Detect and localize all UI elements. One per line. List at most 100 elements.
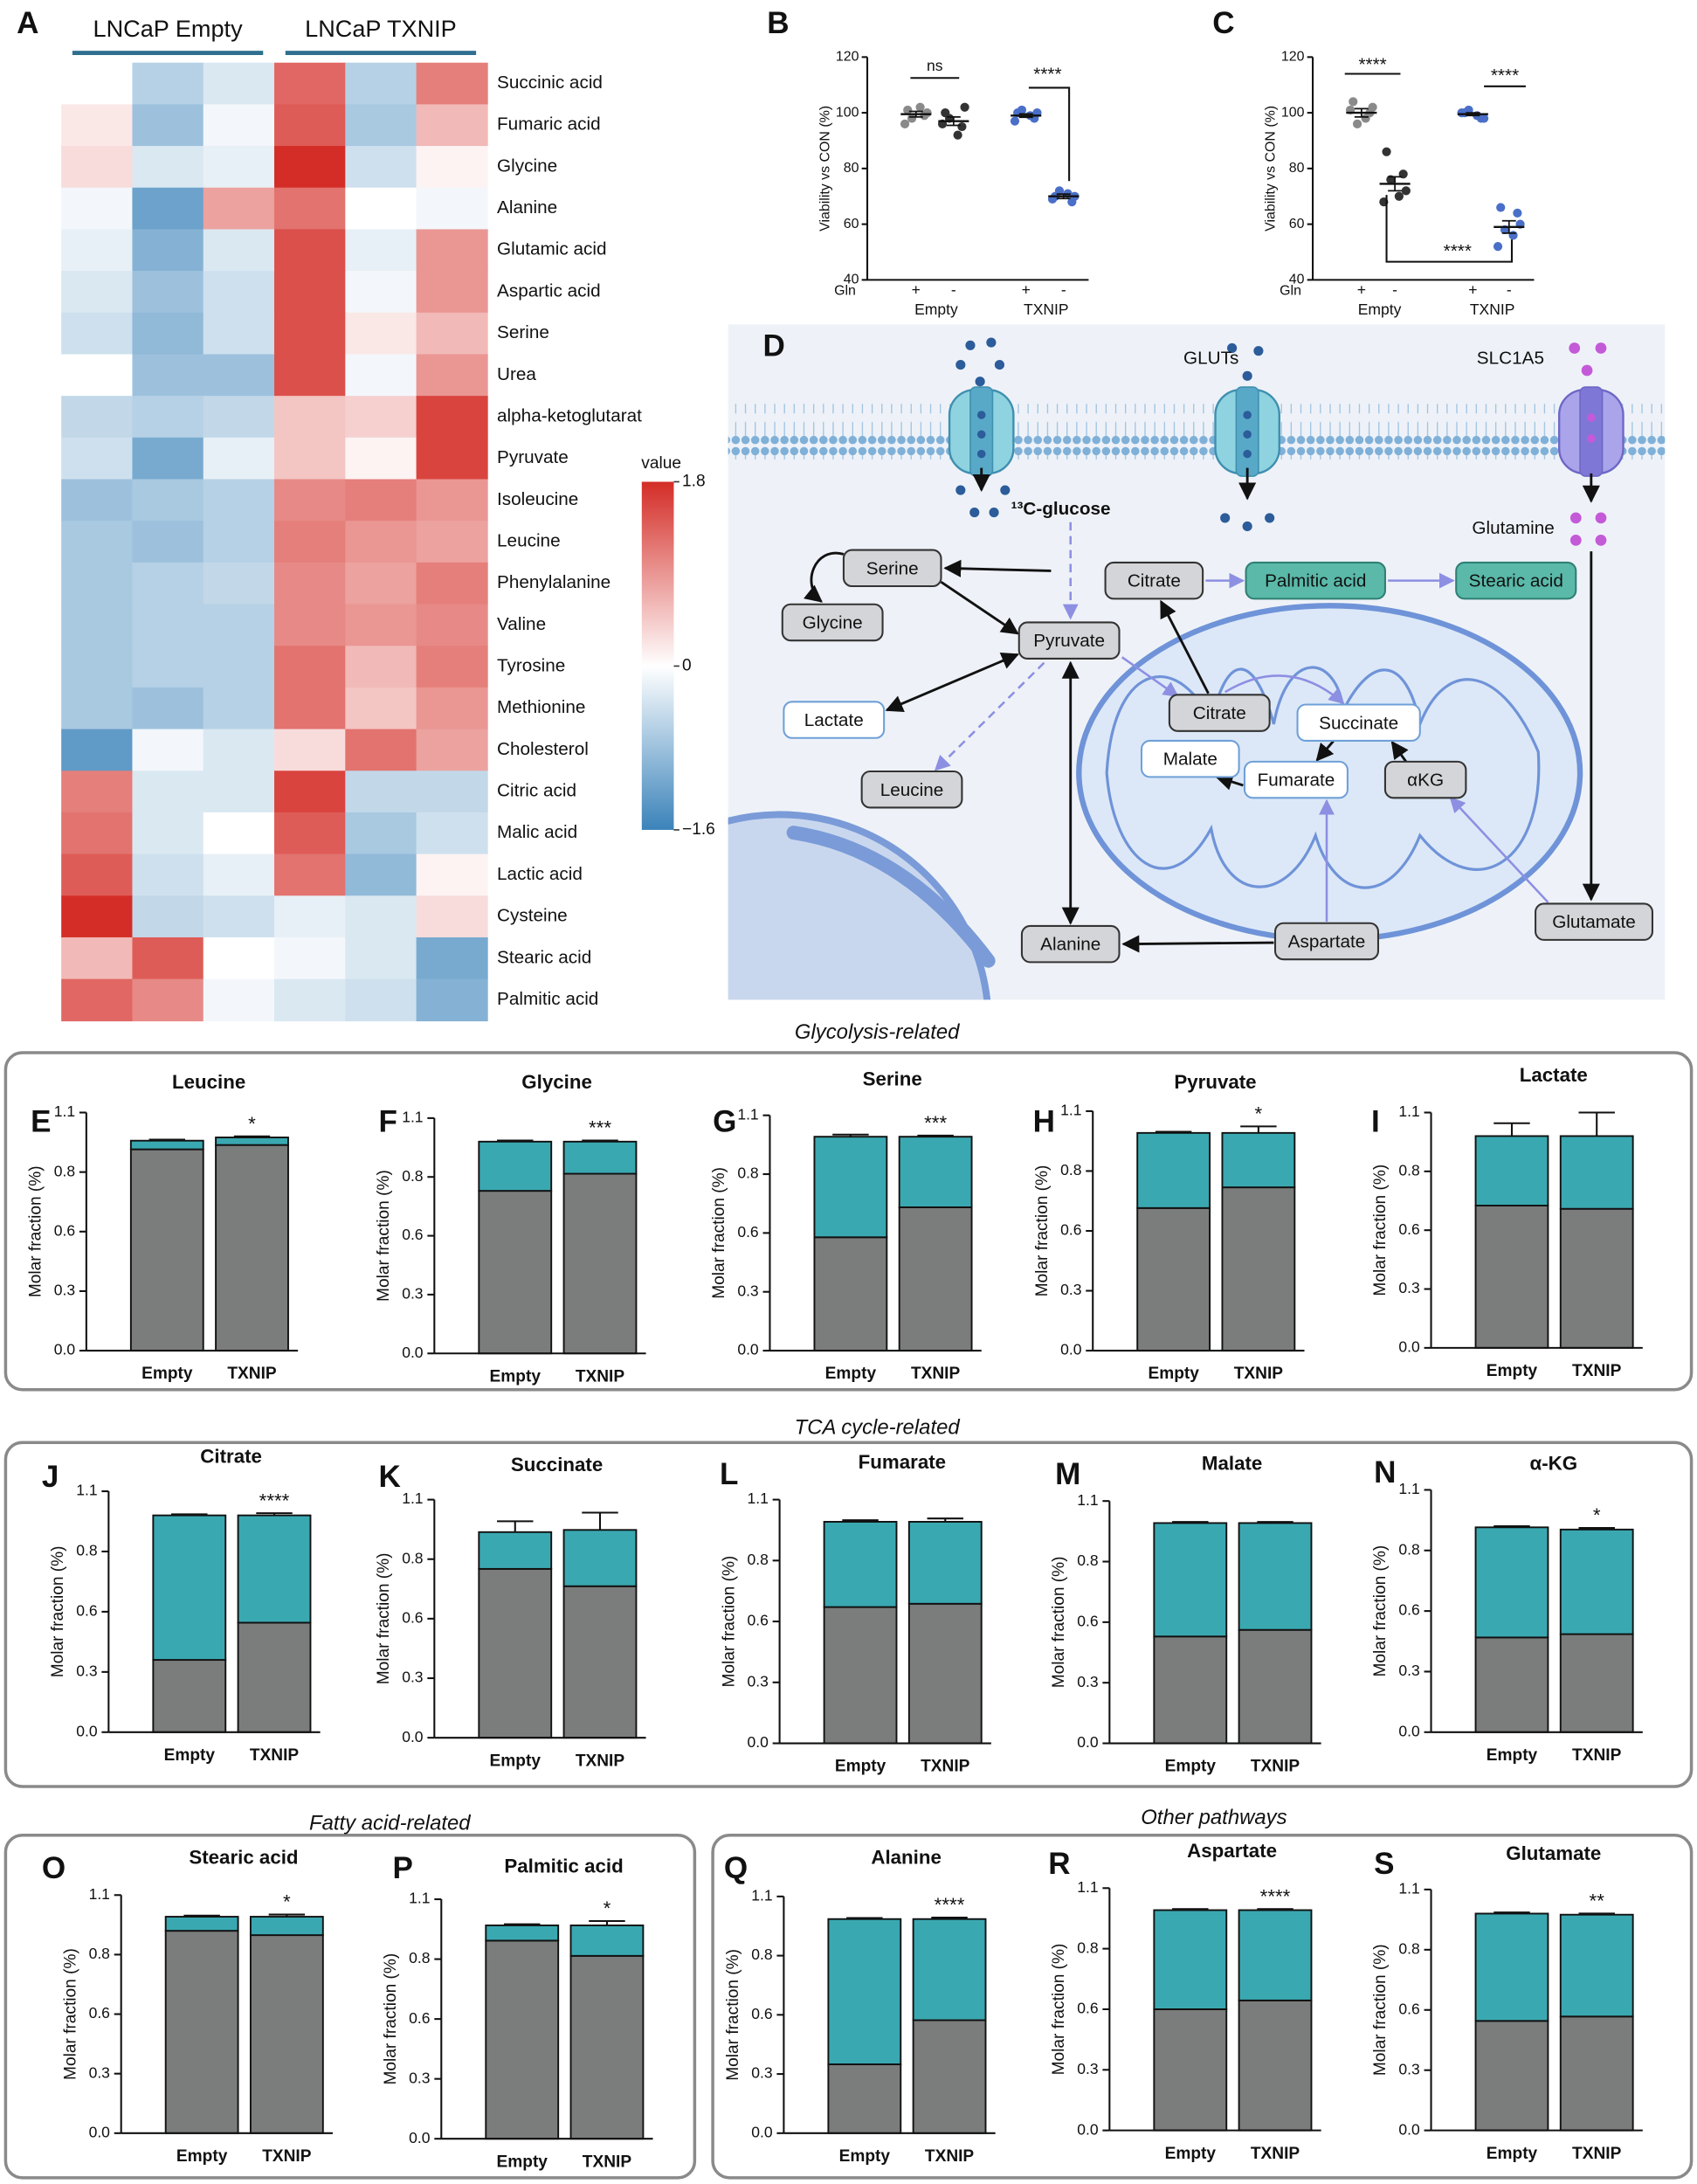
- bar-segment: [1153, 1635, 1228, 1745]
- heatmap-cell: [345, 854, 417, 897]
- heatmap-cell: [61, 729, 134, 772]
- row-label: Pyruvate: [497, 447, 569, 467]
- x-tick-label: TXNIP: [262, 2147, 312, 2166]
- heatmap-cell: [61, 271, 134, 314]
- group-label: TXNIP: [1024, 301, 1069, 318]
- x-tick-label: TXNIP: [921, 1758, 970, 1776]
- y-tick-label: 0.3: [747, 1672, 768, 1690]
- y-tick-label: 0.6: [409, 2009, 430, 2027]
- data-point: [1368, 102, 1377, 112]
- heatmap-cell: [61, 229, 134, 272]
- node-box: [1273, 922, 1380, 961]
- heatmap-cell: [345, 936, 417, 980]
- y-tick-label: 0.8: [1398, 1161, 1419, 1178]
- x-tick-label: Empty: [825, 1365, 877, 1383]
- heatmap-cell: [203, 812, 275, 855]
- sem-bar: [1388, 176, 1403, 192]
- chart-title: Serine: [863, 1068, 922, 1090]
- bar-segment: [478, 1190, 553, 1355]
- data-point: [1017, 105, 1027, 115]
- bar-segment: [1238, 1909, 1313, 2001]
- y-axis-label: Molar fraction (%): [61, 1948, 79, 2080]
- y-tick-label: 0.8: [409, 1949, 430, 1966]
- heatmap-cell: [203, 62, 275, 106]
- section-title: Glycolysis-related: [795, 1020, 960, 1044]
- y-axis-label: Molar fraction (%): [1371, 1165, 1390, 1296]
- significance: ****: [935, 1894, 965, 1916]
- bar-segment: [907, 1602, 983, 1745]
- bar-segment: [485, 1925, 560, 1942]
- bar-segment: [907, 1521, 983, 1605]
- y-tick-label: 0.8: [89, 1945, 110, 1962]
- bar-segment: [1474, 1912, 1549, 2022]
- heatmap-cell: [61, 895, 134, 938]
- sem-bar: [1354, 107, 1369, 118]
- bar-segment: [1238, 1522, 1313, 1631]
- bar-segment: [1153, 1909, 1228, 2010]
- node-label: Palmitic acid: [1265, 571, 1366, 591]
- y-tick-label: 0.8: [1077, 1939, 1098, 1956]
- error-bar: [1578, 1912, 1615, 1915]
- significance: ****: [259, 1489, 290, 1511]
- sem-bar: [1501, 219, 1516, 234]
- data-point: [915, 102, 925, 112]
- heatmap-cell: [416, 562, 488, 605]
- x-tick-label: TXNIP: [227, 1365, 277, 1383]
- row-label: Gln: [834, 283, 856, 298]
- y-tick-label: 0.0: [1398, 2120, 1420, 2138]
- row-label: Aspartic acid: [497, 280, 601, 301]
- error-bar: [1155, 1130, 1192, 1133]
- panel-label: P: [393, 1851, 413, 1885]
- glutamine-molecules: [1569, 342, 1607, 546]
- row-label: Cysteine: [497, 906, 568, 926]
- heatmap-cell: [416, 146, 488, 189]
- heatmap-cell: [203, 646, 275, 688]
- bar-segment: [478, 1567, 553, 1739]
- bar-segment: [1136, 1206, 1211, 1352]
- error-bar: [1493, 1122, 1530, 1137]
- bar-segment: [1221, 1131, 1296, 1189]
- y-tick-label: 1.1: [1077, 1878, 1098, 1896]
- data-point: [957, 121, 967, 132]
- heatmap-cell: [132, 354, 204, 397]
- heatmap-cell: [416, 396, 488, 439]
- panel-label: C: [1212, 6, 1234, 40]
- section-title: TCA cycle-related: [795, 1416, 961, 1440]
- y-tick-label: 0.0: [76, 1722, 98, 1739]
- heatmap-cell: [416, 312, 488, 356]
- y-tick-label: 0.6: [89, 2004, 110, 2022]
- error-bar: [1578, 1527, 1615, 1530]
- significance: *: [1593, 1504, 1601, 1526]
- bar-segment: [215, 1137, 289, 1146]
- section-box: [711, 1833, 1694, 2180]
- heatmap-cell: [132, 854, 204, 897]
- heatmap-cell: [274, 146, 347, 189]
- y-tick-label: 0.8: [1077, 1552, 1098, 1569]
- y-axis-label: Molar fraction (%): [49, 1546, 67, 1678]
- bar-segment: [478, 1140, 553, 1192]
- panel-label: B: [767, 6, 789, 40]
- bar-segment: [215, 1144, 289, 1352]
- bar-segment: [164, 1930, 239, 2134]
- y-tick-label: 1.1: [402, 1489, 423, 1507]
- data-point: [900, 119, 910, 128]
- heatmap-cell: [274, 354, 347, 397]
- y-tick-label: 80: [844, 161, 859, 176]
- bar-segment: [1559, 1528, 1634, 1635]
- heatmap-cell: [203, 978, 275, 1022]
- gln-sign: -: [951, 281, 956, 299]
- row-label: Urea: [497, 364, 536, 384]
- node-box: [1104, 561, 1204, 600]
- y-axis-label: Molar fraction (%): [710, 1167, 728, 1299]
- panel-label: J: [42, 1460, 59, 1494]
- group-label: LNCaP TXNIP: [305, 15, 457, 42]
- y-tick-label: 100: [836, 105, 859, 120]
- node-label: Leucine: [880, 780, 944, 800]
- bar-segment: [237, 1621, 312, 1733]
- significance: ***: [924, 1112, 947, 1134]
- row-label: Leucine: [497, 530, 561, 550]
- heatmap-cell: [61, 62, 134, 106]
- panel-label: S: [1374, 1847, 1394, 1881]
- node-box: [1140, 739, 1240, 778]
- bar-segment: [1474, 1135, 1549, 1206]
